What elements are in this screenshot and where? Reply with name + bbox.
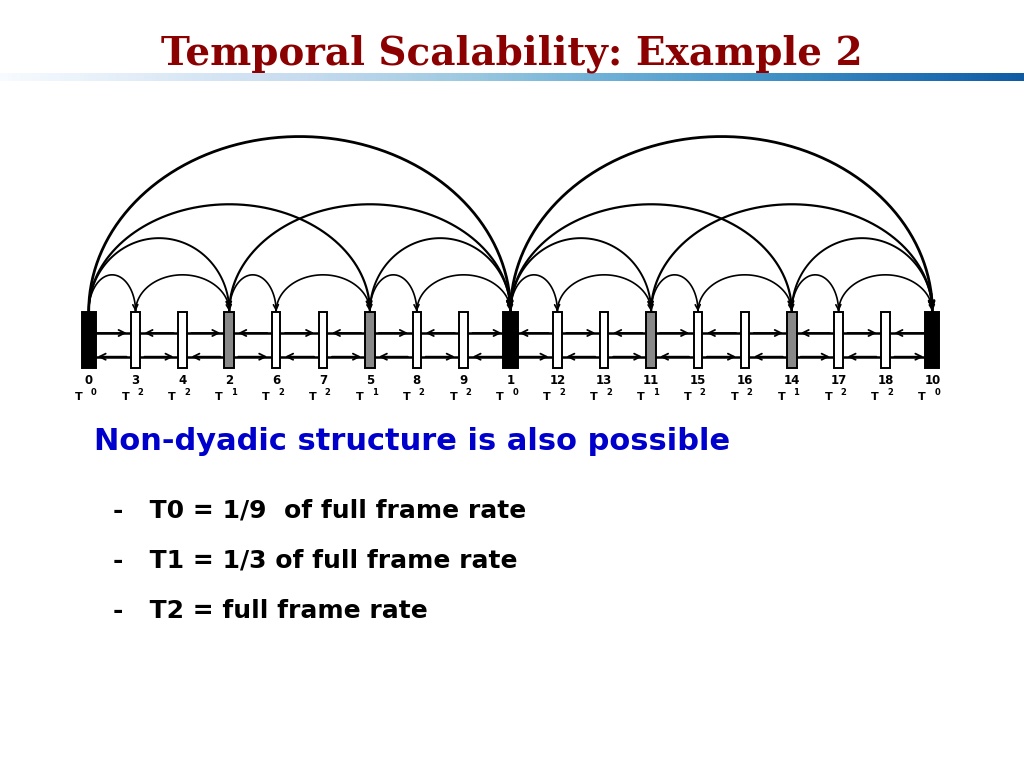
- Text: 0: 0: [90, 389, 96, 397]
- Text: T: T: [590, 392, 598, 402]
- Text: -   T0 = 1/9  of full frame rate: - T0 = 1/9 of full frame rate: [113, 498, 526, 523]
- Text: 2: 2: [606, 389, 612, 397]
- Text: T: T: [450, 392, 458, 402]
- Text: 2: 2: [419, 389, 424, 397]
- Text: 11: 11: [643, 374, 659, 387]
- Text: T: T: [543, 392, 551, 402]
- Text: 2: 2: [699, 389, 706, 397]
- Text: T: T: [637, 392, 645, 402]
- Text: T: T: [355, 392, 364, 402]
- Text: 2: 2: [325, 389, 331, 397]
- Text: 9: 9: [460, 374, 468, 387]
- Bar: [553, 312, 561, 368]
- Text: T: T: [731, 392, 738, 402]
- Text: 6: 6: [272, 374, 281, 387]
- Text: 16: 16: [736, 374, 753, 387]
- Text: 4: 4: [178, 374, 186, 387]
- Bar: [694, 312, 702, 368]
- Text: T: T: [215, 392, 223, 402]
- Bar: [740, 312, 750, 368]
- Bar: [178, 312, 186, 368]
- Text: 1: 1: [231, 389, 237, 397]
- Bar: [318, 312, 328, 368]
- Text: 2: 2: [278, 389, 284, 397]
- Text: 8: 8: [413, 374, 421, 387]
- Bar: [365, 312, 375, 368]
- Text: 1: 1: [794, 389, 800, 397]
- Bar: [882, 312, 890, 368]
- Bar: [600, 312, 608, 368]
- Text: 2: 2: [841, 389, 846, 397]
- Text: 5: 5: [366, 374, 374, 387]
- Text: 18: 18: [878, 374, 894, 387]
- Text: T: T: [871, 392, 879, 402]
- Bar: [82, 312, 95, 368]
- Bar: [224, 312, 234, 368]
- Text: -   T2 = full frame rate: - T2 = full frame rate: [113, 598, 427, 623]
- Text: 3: 3: [131, 374, 139, 387]
- Text: T: T: [168, 392, 176, 402]
- Text: 0: 0: [934, 389, 940, 397]
- Text: T: T: [262, 392, 269, 402]
- Text: 2: 2: [225, 374, 233, 387]
- Text: 14: 14: [783, 374, 800, 387]
- Text: T: T: [824, 392, 833, 402]
- Bar: [646, 312, 656, 368]
- Text: 0: 0: [512, 389, 518, 397]
- Text: 1: 1: [507, 374, 515, 387]
- Bar: [131, 312, 140, 368]
- Text: 2: 2: [887, 389, 893, 397]
- Text: 13: 13: [596, 374, 612, 387]
- Text: Non-dyadic structure is also possible: Non-dyadic structure is also possible: [94, 427, 730, 456]
- Text: T: T: [777, 392, 785, 402]
- Text: 7: 7: [319, 374, 327, 387]
- Text: T: T: [497, 392, 504, 402]
- Text: T: T: [309, 392, 316, 402]
- Text: T: T: [122, 392, 129, 402]
- Text: T: T: [919, 392, 926, 402]
- Text: 12: 12: [549, 374, 565, 387]
- Text: 0: 0: [85, 374, 93, 387]
- Bar: [835, 312, 843, 368]
- Text: 2: 2: [184, 389, 190, 397]
- Text: 2: 2: [465, 389, 471, 397]
- Bar: [460, 312, 468, 368]
- Bar: [926, 312, 939, 368]
- Text: T: T: [684, 392, 691, 402]
- Bar: [504, 312, 517, 368]
- Text: 2: 2: [137, 389, 143, 397]
- Bar: [272, 312, 281, 368]
- Text: 1: 1: [653, 389, 658, 397]
- Text: 1: 1: [372, 389, 378, 397]
- Bar: [786, 312, 797, 368]
- Text: 2: 2: [746, 389, 753, 397]
- Text: 2: 2: [559, 389, 565, 397]
- Text: 15: 15: [690, 374, 707, 387]
- Text: T: T: [402, 392, 411, 402]
- Text: T: T: [75, 392, 82, 402]
- Bar: [413, 312, 421, 368]
- Text: 10: 10: [925, 374, 940, 387]
- Text: Temporal Scalability: Example 2: Temporal Scalability: Example 2: [161, 35, 863, 73]
- Text: -   T1 = 1/3 of full frame rate: - T1 = 1/3 of full frame rate: [113, 548, 517, 573]
- Text: 17: 17: [830, 374, 847, 387]
